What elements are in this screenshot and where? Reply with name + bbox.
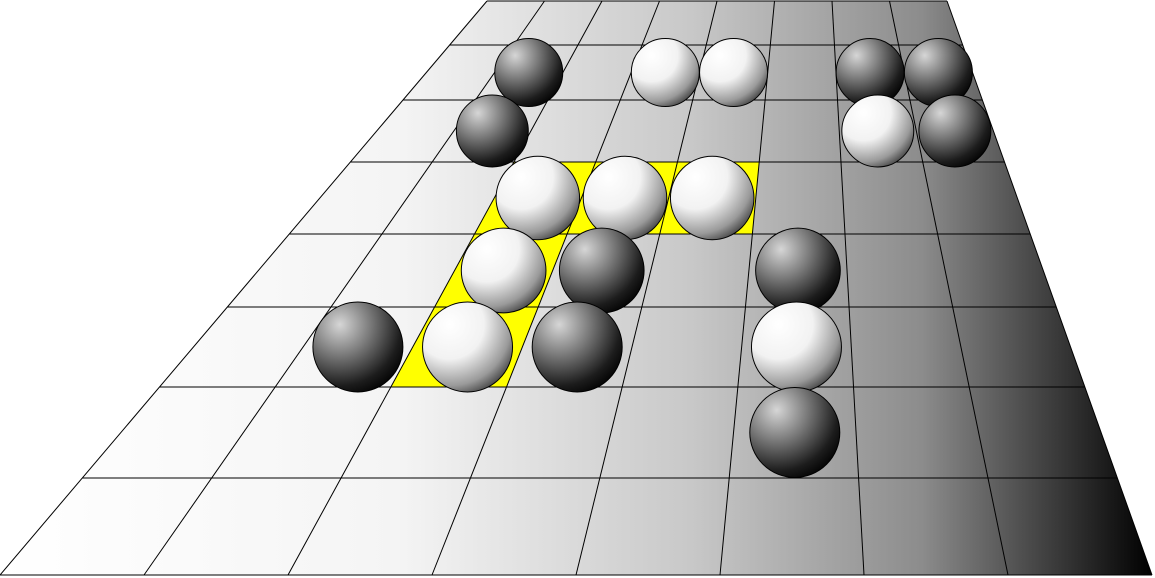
white-stone[interactable] [460, 227, 547, 314]
grid-line-vertical [431, 0, 660, 576]
black-stone[interactable] [494, 38, 564, 107]
white-stone[interactable] [841, 94, 915, 168]
white-stone[interactable] [750, 301, 842, 393]
black-stone[interactable] [749, 387, 841, 478]
grid-line-vertical [575, 0, 718, 576]
white-stone[interactable] [699, 38, 769, 107]
grid-line-vertical [889, 0, 1009, 576]
black-stone[interactable] [312, 301, 404, 393]
grid-line-vertical [831, 0, 865, 576]
grid-line-vertical [946, 0, 1153, 576]
grid-line-vertical [0, 0, 488, 576]
black-stone[interactable] [918, 94, 992, 168]
white-stone[interactable] [422, 301, 514, 393]
black-stone[interactable] [531, 301, 623, 393]
grid-line-vertical [719, 0, 775, 576]
black-stone[interactable] [455, 94, 529, 168]
white-stone[interactable] [582, 155, 668, 241]
white-stone[interactable] [669, 155, 755, 241]
grid-line-vertical [143, 0, 545, 576]
white-stone[interactable] [630, 38, 700, 107]
black-stone[interactable] [558, 227, 645, 314]
black-stone[interactable] [755, 227, 841, 314]
white-stone[interactable] [495, 155, 581, 241]
